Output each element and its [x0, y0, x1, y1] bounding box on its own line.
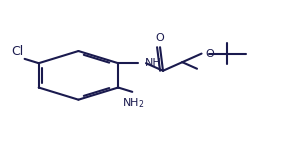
Text: NH: NH	[145, 58, 162, 68]
Text: NH$_2$: NH$_2$	[122, 97, 144, 110]
Text: Cl: Cl	[11, 45, 23, 58]
Text: O: O	[206, 49, 214, 59]
Text: O: O	[156, 33, 164, 43]
